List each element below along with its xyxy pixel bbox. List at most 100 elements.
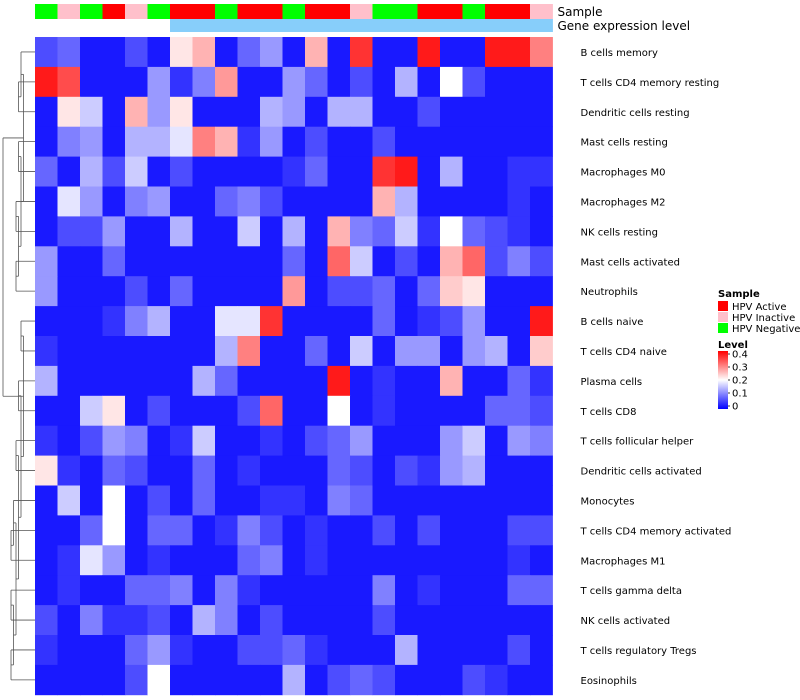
heatmap-cell <box>35 575 58 606</box>
heatmap-cell <box>417 336 441 367</box>
heatmap-cell <box>395 664 418 696</box>
legend-entry-label: HPV Inactive <box>732 313 795 324</box>
heatmap-cell <box>192 455 216 486</box>
heatmap-cell <box>215 395 238 427</box>
heatmap-cell <box>125 246 148 277</box>
heatmap-cell <box>215 66 238 98</box>
heatmap-cell <box>147 515 171 546</box>
heatmap-cell <box>102 216 126 247</box>
heatmap-cell <box>215 515 238 546</box>
heatmap-cell <box>327 515 351 546</box>
heatmap-cell <box>215 635 238 666</box>
heatmap-cell <box>102 66 126 98</box>
expression-annotation-cell <box>327 19 351 32</box>
heatmap-cell <box>35 306 58 337</box>
heatmap-cell <box>417 515 441 546</box>
heatmap-cell <box>192 515 216 546</box>
heatmap-cell <box>507 425 531 456</box>
heatmap-cell <box>170 485 193 516</box>
heatmap-cell <box>462 126 486 157</box>
expression-annotation-cell <box>125 19 148 32</box>
heatmap-cell <box>80 336 103 367</box>
heatmap-cell <box>170 635 193 666</box>
heatmap-cell <box>462 186 486 217</box>
expression-annotation-cell <box>192 19 216 32</box>
heatmap-cell <box>485 126 508 157</box>
heatmap-cell <box>440 66 463 98</box>
heatmap-cell <box>282 605 306 636</box>
heatmap-cell <box>305 186 328 217</box>
sample-annotation-cell <box>147 4 171 19</box>
heatmap-cell <box>80 425 103 456</box>
heatmap-cell <box>237 156 261 187</box>
heatmap-cell <box>57 605 81 636</box>
heatmap-cell <box>350 66 373 98</box>
heatmap-cell <box>260 186 283 217</box>
heatmap-cell <box>125 126 148 157</box>
expression-annotation-cell <box>350 19 373 32</box>
heatmap-cell <box>147 156 171 187</box>
heatmap-cell <box>192 485 216 516</box>
heatmap-cell <box>192 96 216 128</box>
sample-legend-title: Sample <box>718 289 760 300</box>
heatmap-cell <box>440 425 463 456</box>
heatmap-cell <box>462 246 486 277</box>
row-label: T cells CD4 memory resting <box>580 78 720 89</box>
heatmap-cell <box>350 276 373 307</box>
heatmap-cell <box>462 425 486 456</box>
heatmap-cell <box>350 605 373 636</box>
heatmap-cell <box>170 575 193 606</box>
heatmap-cell <box>395 575 418 606</box>
heatmap-cell <box>485 216 508 247</box>
heatmap-cell <box>417 156 441 187</box>
heatmap-cell <box>282 485 306 516</box>
heatmap-cell <box>237 216 261 247</box>
heatmap-cell <box>125 66 148 98</box>
heatmap-cell <box>417 664 441 696</box>
sample-annotation-cell <box>170 4 193 19</box>
expression-annotation-cell <box>35 19 58 32</box>
heatmap-cell <box>507 186 531 217</box>
heatmap-cell <box>35 37 58 68</box>
heatmap-cell <box>327 216 351 247</box>
heatmap-cell <box>485 156 508 187</box>
heatmap-cell <box>462 455 486 486</box>
heatmap-cell <box>35 276 58 307</box>
heatmap-cell <box>327 485 351 516</box>
heatmap-cell <box>440 186 463 217</box>
heatmap-cell <box>305 156 328 187</box>
heatmap-cell <box>440 365 463 397</box>
heatmap-cell <box>530 395 553 427</box>
sample-annotation-cell <box>57 4 81 19</box>
heatmap-cell <box>170 216 193 247</box>
heatmap-cell <box>530 96 553 128</box>
heatmap-cell <box>80 276 103 307</box>
heatmap-cell <box>57 186 81 217</box>
heatmap-cell <box>305 216 328 247</box>
heatmap-cell <box>350 96 373 128</box>
heatmap-cell <box>372 605 396 636</box>
heatmap-cell <box>485 246 508 277</box>
heatmap-cell <box>372 395 396 427</box>
heatmap-cell <box>102 455 126 486</box>
heatmap-cell <box>395 66 418 98</box>
heatmap-cell <box>147 37 171 68</box>
heatmap-cell <box>440 515 463 546</box>
heatmap-cell <box>215 186 238 217</box>
heatmap-cell <box>485 66 508 98</box>
level-colorbar <box>718 351 728 409</box>
heatmap-cell <box>170 156 193 187</box>
sample-annotation-cell <box>485 4 508 19</box>
sample-annotation-cell <box>192 4 216 19</box>
heatmap-cell <box>215 37 238 68</box>
heatmap-cell <box>507 515 531 546</box>
heatmap-cell <box>372 306 396 337</box>
heatmap-cell <box>80 395 103 427</box>
heatmap-cell <box>282 575 306 606</box>
heatmap-cell <box>350 664 373 696</box>
heatmap-cell <box>417 485 441 516</box>
expression-annotation-cell <box>507 19 531 32</box>
heatmap-cell <box>507 216 531 247</box>
expression-annotation-cell <box>462 19 486 32</box>
heatmap-cell <box>125 455 148 486</box>
